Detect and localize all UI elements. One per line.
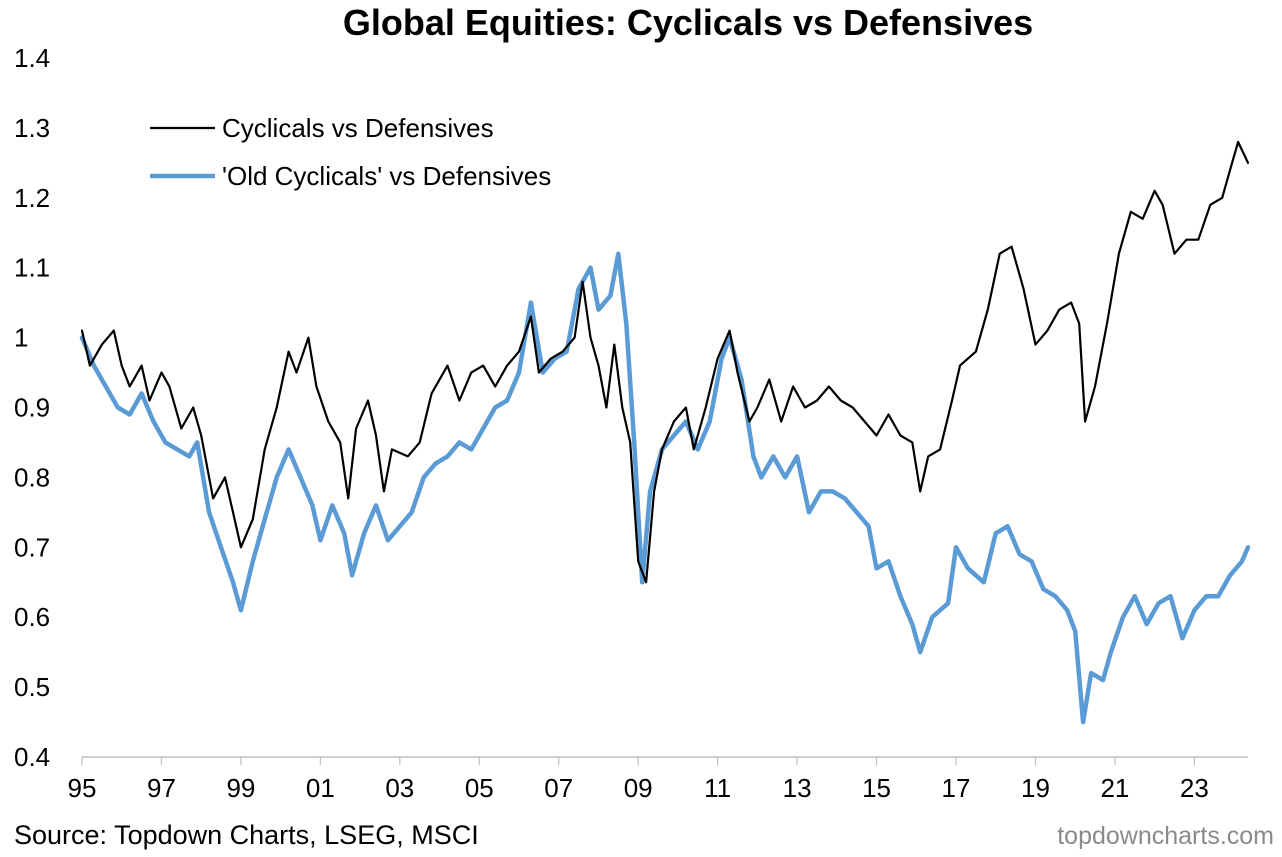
x-tick-label: 97 bbox=[147, 773, 176, 803]
series-line-cyclicals bbox=[80, 140, 1250, 584]
series-layer bbox=[79, 140, 1251, 725]
x-tick-label: 09 bbox=[624, 773, 653, 803]
x-tick-label: 03 bbox=[385, 773, 414, 803]
x-tick-label: 95 bbox=[68, 773, 97, 803]
y-tick-label: 0.5 bbox=[14, 672, 50, 702]
x-tick-label: 11 bbox=[704, 773, 731, 803]
x-tick-label: 17 bbox=[942, 773, 971, 803]
x-tick-label: 15 bbox=[862, 773, 891, 803]
x-tick-label: 13 bbox=[783, 773, 812, 803]
y-tick-label: 1 bbox=[14, 323, 28, 353]
y-tick-label: 0.9 bbox=[14, 393, 50, 423]
legend-label: Cyclicals vs Defensives bbox=[222, 113, 494, 143]
y-tick-label: 1.4 bbox=[14, 43, 50, 73]
y-tick-label: 1.2 bbox=[14, 183, 50, 213]
y-tick-label: 0.7 bbox=[14, 532, 50, 562]
legend-label: 'Old Cyclicals' vs Defensives bbox=[222, 161, 551, 191]
x-tick-label: 01 bbox=[306, 773, 335, 803]
x-tick-label: 07 bbox=[544, 773, 573, 803]
x-tick-label: 19 bbox=[1021, 773, 1050, 803]
y-tick-label: 1.3 bbox=[14, 113, 50, 143]
y-tick-label: 0.6 bbox=[14, 602, 50, 632]
chart-axes: 1.4 1.3 1.2 1.1 1 0.9 0.8 0.7 0.6 0.5 0.4 95 97 99 01 0… bbox=[14, 43, 1248, 803]
series-line-old-cyclicals bbox=[79, 251, 1251, 725]
y-tick-label: 0.8 bbox=[14, 462, 50, 492]
y-tick-label: 0.4 bbox=[14, 742, 50, 772]
chart-legend: Cyclicals vs Defensives 'Old Cyclicals' v… bbox=[150, 113, 551, 191]
x-tick-label: 99 bbox=[226, 773, 255, 803]
x-tick-label: 23 bbox=[1180, 773, 1209, 803]
x-tick-label: 21 bbox=[1100, 773, 1129, 803]
chart-title: Global Equities: Cyclicals vs Defensives bbox=[342, 2, 1034, 43]
source-note: Source: Topdown Charts, LSEG, MSCI bbox=[14, 820, 479, 850]
y-tick-label: 1.1 bbox=[14, 253, 50, 283]
x-tick-label: 05 bbox=[465, 773, 494, 803]
watermark: topdowncharts.com bbox=[1057, 822, 1274, 850]
